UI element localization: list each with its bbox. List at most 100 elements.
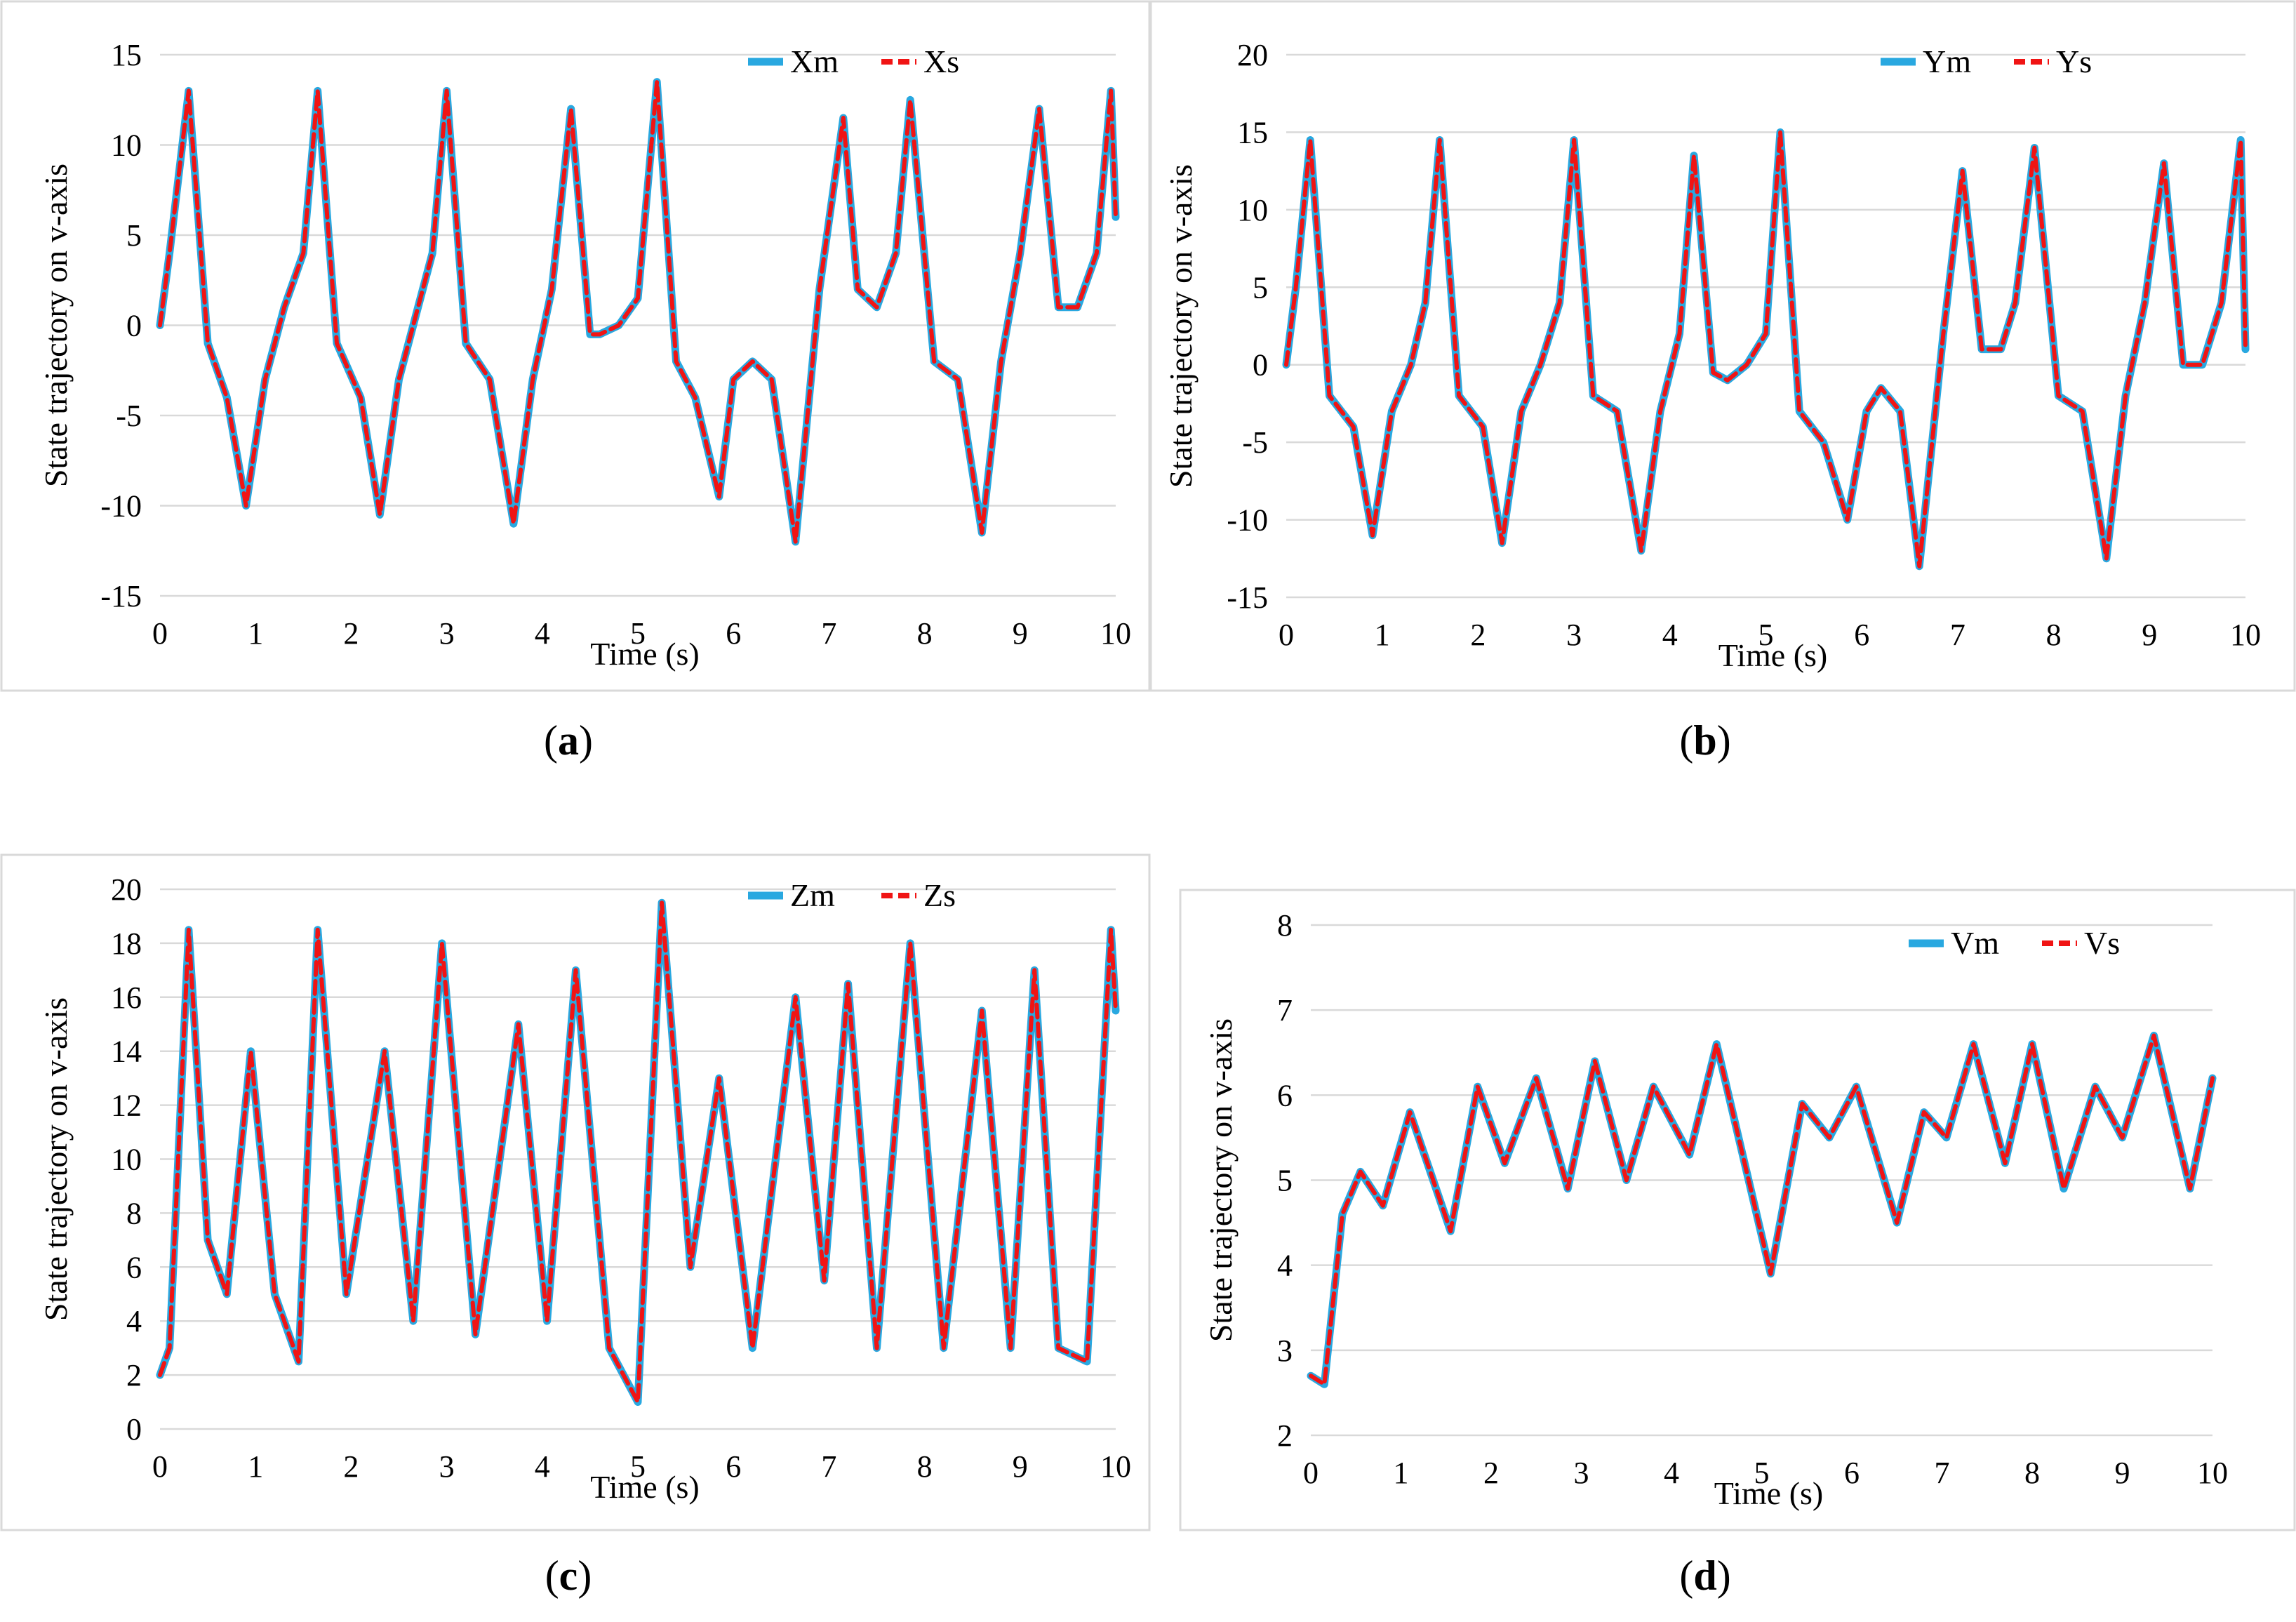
y-tick-label: 15 [1237, 115, 1268, 149]
x-tick-label: 7 [1950, 618, 1965, 652]
x-tick-label: 8 [2046, 618, 2062, 652]
x-tick-label: 2 [343, 1449, 359, 1484]
x-tick-label: 1 [1394, 1456, 1409, 1490]
series-line-ym [1282, 128, 2250, 571]
legend: Ym Ys [1881, 44, 2092, 79]
x-tick-label: 6 [726, 1449, 741, 1484]
y-tick-label: 20 [111, 872, 142, 907]
x-tick-label: 1 [248, 1449, 263, 1484]
x-axis-title: Time (s) [1718, 637, 1828, 673]
x-tick-label: 4 [1662, 618, 1678, 652]
x-tick-label: 6 [726, 616, 741, 651]
caption-letter: d [1693, 1553, 1716, 1599]
y-tick-label: 4 [126, 1304, 142, 1338]
y-tick-label: 15 [111, 38, 142, 72]
x-tick-label: 0 [1303, 1456, 1319, 1490]
panel-caption: (d) [1679, 1553, 1730, 1599]
legend-label: Ys [2056, 44, 2092, 79]
y-tick-label: -15 [1227, 580, 1268, 615]
y-tick-label: -10 [100, 489, 142, 524]
x-tick-label: 3 [439, 1449, 455, 1484]
legend-label: Vm [1951, 925, 1999, 961]
series-line-vm [1307, 1032, 2217, 1388]
chart-panel-d: 2 3 4 5 6 7 8 0 1 2 3 4 5 6 7 8 9 10 Time (s) State traject… [1179, 889, 2296, 1599]
chart-panel-a: -15 -10 -5 0 5 10 15 0 1 2 3 4 5 6 7 8 9 10 Time (s) State … [0, 0, 1151, 764]
caption-open: ( [1679, 1553, 1693, 1599]
x-tick-label: 5 [1754, 1456, 1770, 1490]
chart-panel-b: -15 -10 -5 0 5 10 15 20 0 1 2 3 4 5 6 7 8 9 10 Time (s) Stat… [1149, 0, 2296, 764]
x-tick-label: 2 [1483, 1456, 1499, 1490]
x-tick-label: 10 [2230, 618, 2261, 652]
caption-close: ) [1717, 717, 1731, 764]
caption-open: ( [545, 1553, 559, 1599]
x-tick-label: 1 [248, 616, 263, 651]
legend-label: Vs [2084, 925, 2120, 961]
series-line-zm [156, 898, 1120, 1406]
series-line-zs [158, 900, 1118, 1404]
x-tick-label: 0 [152, 616, 168, 651]
x-tick-label: 9 [2115, 1456, 2130, 1490]
x-tick-label: 1 [1375, 618, 1390, 652]
y-tick-label: 8 [1277, 908, 1293, 943]
y-tick-label: 14 [111, 1035, 142, 1069]
y-tick-label: -5 [1242, 425, 1268, 460]
x-tick-label: 2 [343, 616, 359, 651]
chart-frame [1149, 0, 2296, 692]
y-tick-label: 8 [126, 1196, 142, 1230]
x-axis-title: Time (s) [590, 636, 700, 672]
x-tick-label: 8 [917, 1449, 933, 1484]
y-tick-label: 6 [126, 1250, 142, 1284]
y-tick-label: 4 [1277, 1249, 1293, 1283]
y-tick-label: -10 [1227, 503, 1268, 538]
x-tick-label: 4 [535, 1449, 550, 1484]
y-tick-label: 18 [111, 926, 142, 961]
chart-frame [0, 853, 1151, 1531]
series-line-vs [1309, 1033, 2215, 1387]
y-tick-label: 0 [126, 1412, 142, 1447]
y-tick-label: 3 [1277, 1334, 1293, 1368]
y-tick-label: 0 [126, 309, 142, 343]
x-tick-label: 3 [1574, 1456, 1589, 1490]
y-tick-label: 5 [126, 218, 142, 253]
x-tick-label: 5 [1758, 618, 1774, 652]
legend: Vm Vs [1909, 925, 2120, 961]
caption-close: ) [578, 1553, 592, 1599]
x-tick-label: 7 [821, 616, 836, 651]
x-tick-label: 0 [152, 1449, 168, 1484]
chart-frame [1179, 889, 2296, 1531]
y-axis-title: State trajectory on v-axis [1203, 1018, 1239, 1342]
legend-label: Zm [790, 877, 835, 913]
panel-caption: (b) [1679, 717, 1730, 764]
x-tick-label: 9 [1013, 616, 1028, 651]
legend-label: Zs [923, 877, 956, 913]
panel-caption: (a) [544, 717, 593, 764]
x-tick-label: 5 [630, 616, 646, 651]
y-tick-label: -5 [116, 399, 142, 433]
caption-close: ) [1717, 1553, 1731, 1599]
caption-letter: a [558, 717, 579, 764]
x-tick-label: 10 [2197, 1456, 2228, 1490]
series-line-xs [158, 79, 1118, 544]
y-tick-label: 2 [1277, 1418, 1293, 1453]
y-tick-label: -15 [100, 579, 142, 613]
caption-close: ) [579, 717, 593, 764]
y-tick-label: 5 [1253, 270, 1268, 305]
y-tick-label: 10 [111, 1143, 142, 1177]
x-tick-label: 5 [630, 1449, 646, 1484]
caption-letter: c [559, 1553, 578, 1599]
y-axis-title: State trajectory on v-axis [1163, 164, 1199, 488]
caption-letter: b [1693, 717, 1716, 764]
y-tick-label: 6 [1277, 1078, 1293, 1112]
x-axis-title: Time (s) [1714, 1475, 1824, 1511]
legend-label: Ym [1923, 44, 1971, 79]
x-tick-label: 7 [1935, 1456, 1950, 1490]
legend-label: Xm [790, 44, 839, 79]
x-tick-label: 6 [1844, 1456, 1860, 1490]
y-axis-title: State trajectory on v-axis [38, 164, 74, 487]
x-tick-label: 3 [439, 616, 455, 651]
caption-open: ( [1679, 717, 1693, 764]
x-tick-label: 8 [917, 616, 933, 651]
x-tick-label: 6 [1854, 618, 1869, 652]
